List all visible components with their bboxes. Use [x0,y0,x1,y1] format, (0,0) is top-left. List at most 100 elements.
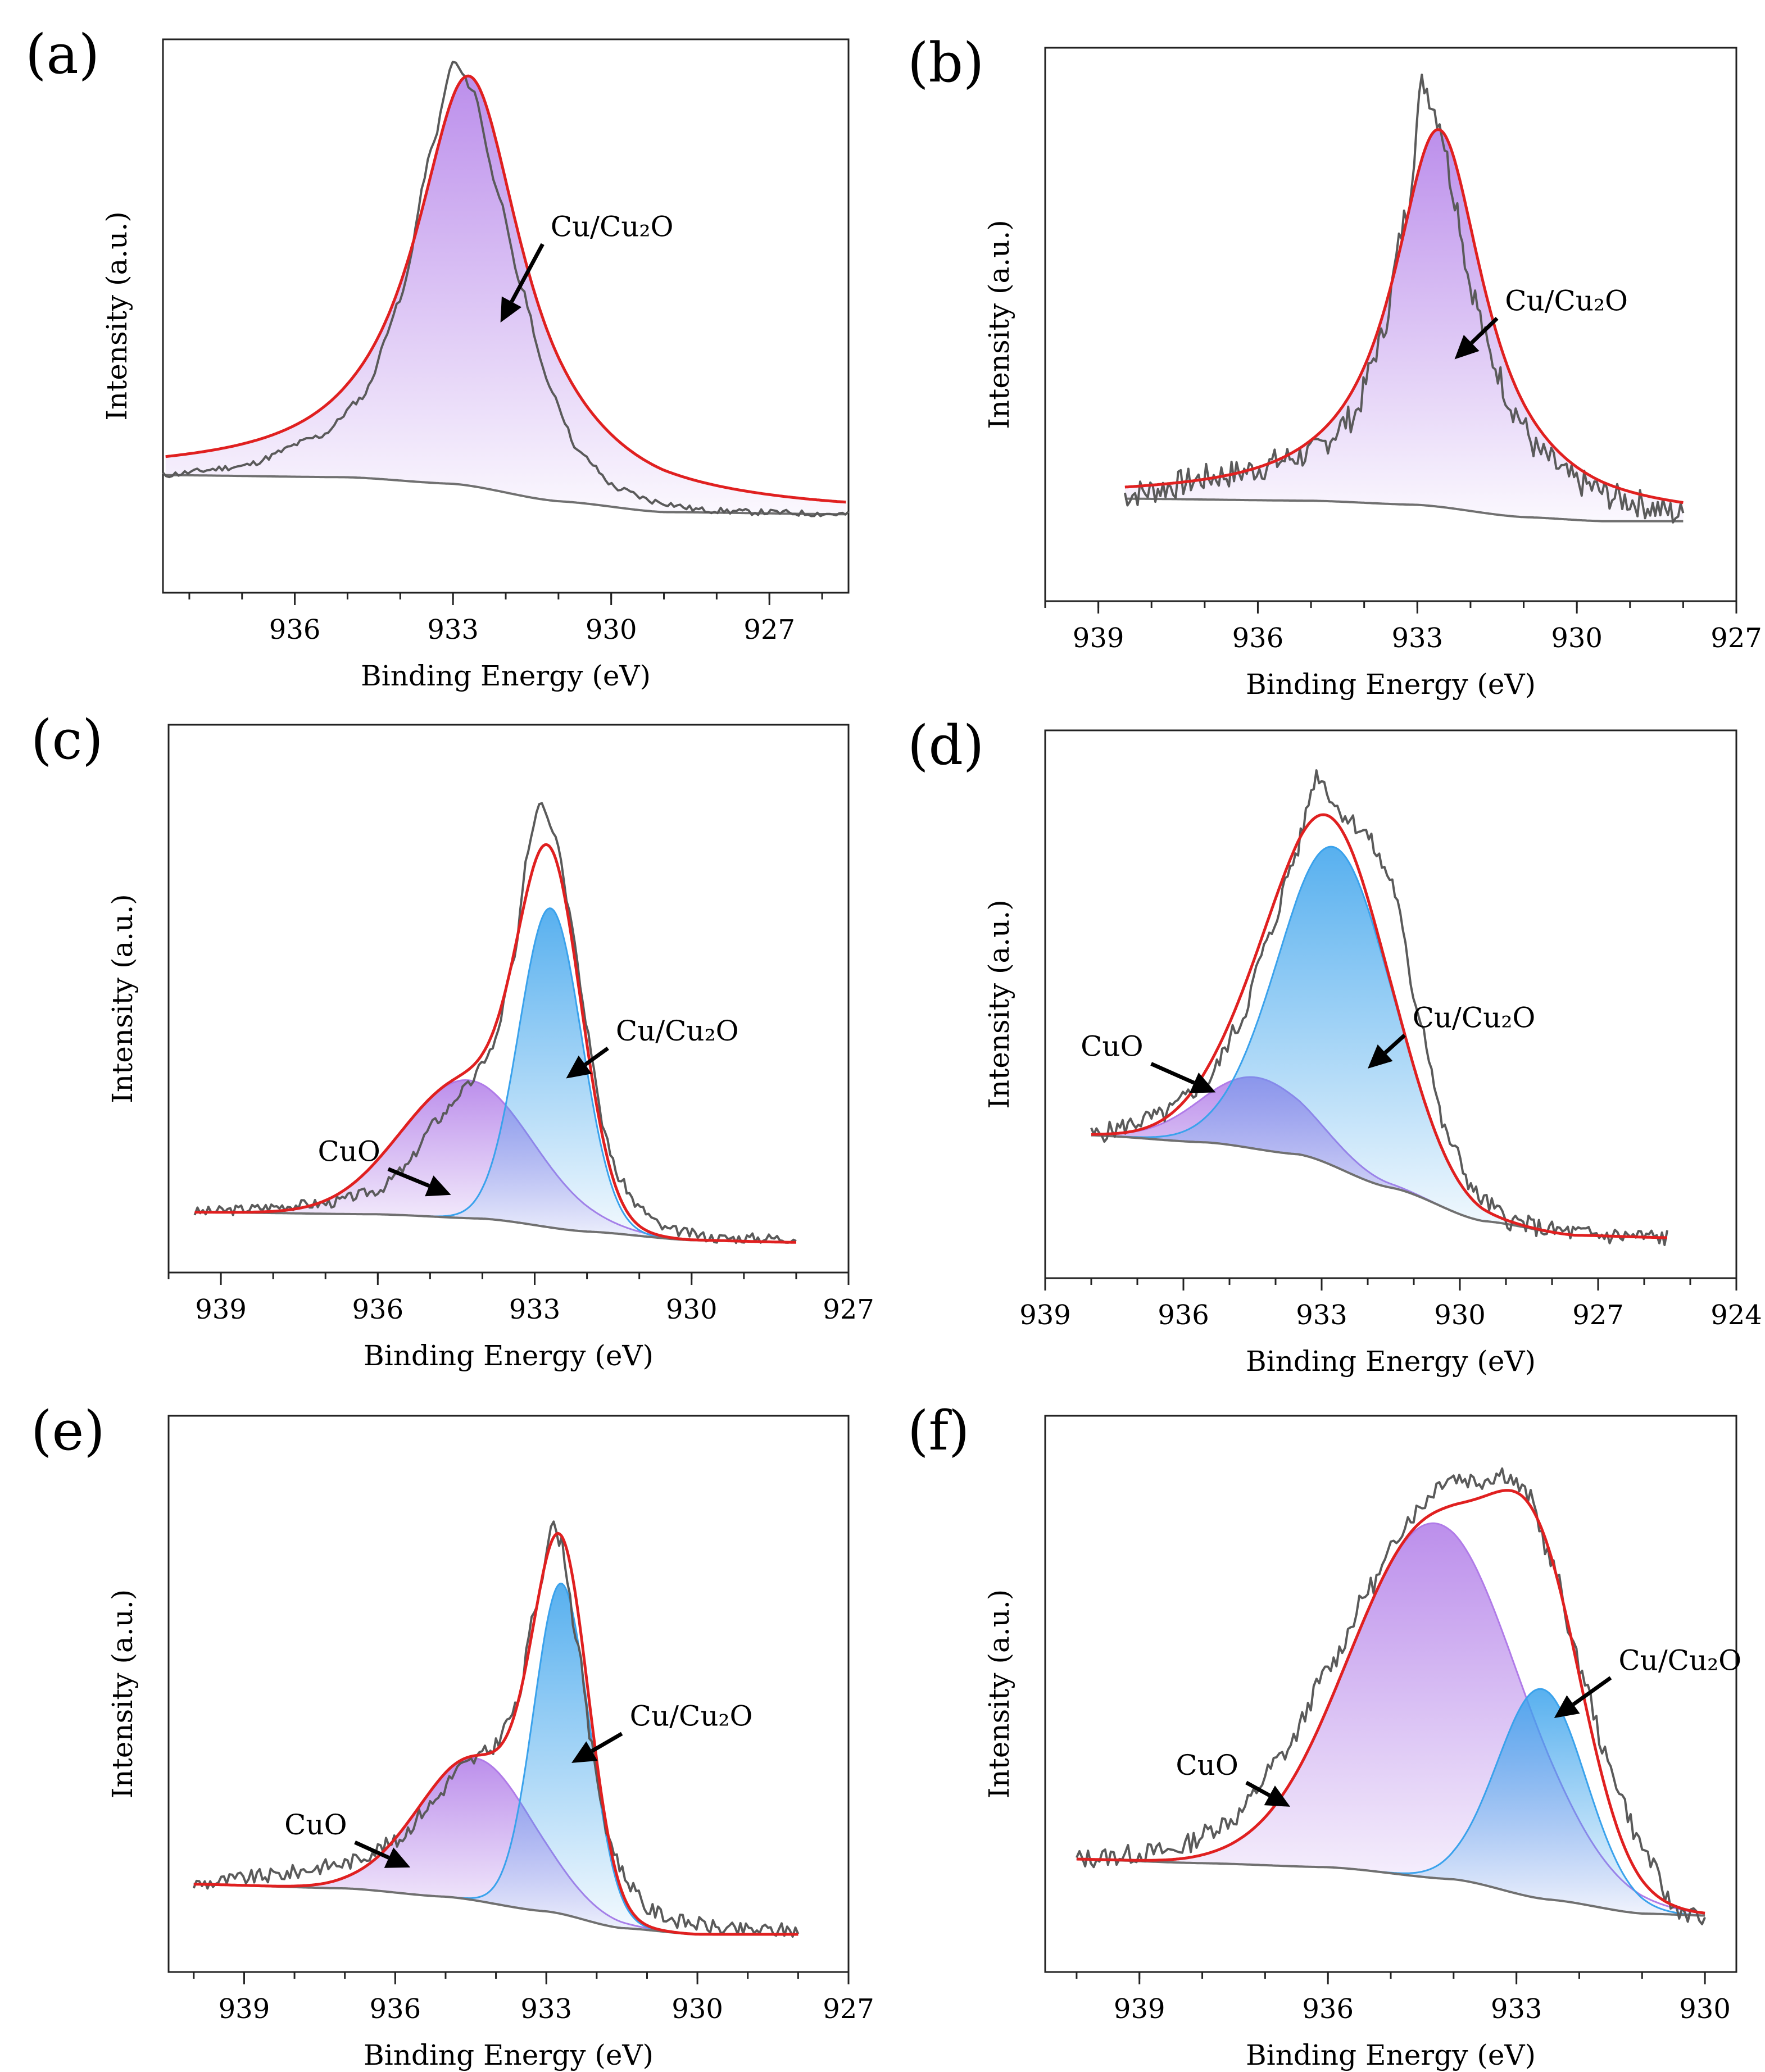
x-tick-label: 939 [219,1993,270,2025]
plot-frame [1044,729,1737,1279]
annotation-label-0: Cu/Cu₂O [1413,1002,1536,1034]
annotation-arrow-head-0 [571,1741,598,1763]
annotation-arrow-shaft-0 [1572,1676,1612,1706]
annotation-arrow-shaft-0 [1470,317,1499,344]
x-tick-label: 933 [1491,1993,1542,2025]
annotation-label-0: Cu/Cu₂O [551,211,674,243]
annotation-label-0: Cu/Cu₂O [1505,285,1628,317]
plot-frame [167,1415,850,1973]
y-axis-label: Intensity (a.u.) [983,1589,1015,1799]
x-tick-label: 936 [1232,622,1284,654]
panel-b: (b) 939 936 933 930 927 Binding Energy (eV) Int… [908,31,1762,701]
annotation-arrow-head-0 [1454,334,1480,360]
panel-label: (a) [25,23,99,86]
raw-data-line [1076,1467,1706,1925]
fit-envelope-line [165,74,846,504]
x-tick-label: 924 [1710,1299,1762,1331]
x-tick-label: 927 [823,1294,874,1325]
x-tick-label: 927 [1572,1299,1624,1331]
annotation-arrow-shaft-1 [1150,1062,1195,1085]
annotation-arrow-head-1 [1264,1785,1291,1807]
x-tick-label: 930 [1551,622,1603,654]
x-axis-label: Binding Energy (eV) [1246,2039,1536,2071]
annotation-label-1: CuO [284,1809,347,1841]
baseline-line [1124,497,1684,522]
panel-c: (c) 939 936 933 930 927 Binding Energy (eV) Int… [31,708,874,1372]
annotation-arrow-shaft-1 [387,1167,430,1188]
x-tick-label: 936 [1158,1299,1209,1331]
x-tick-label: 933 [509,1294,561,1325]
x-tick-label: 927 [823,1993,874,2025]
peak-fill-1 [1076,1689,1705,1916]
x-tick-label: 930 [1679,1993,1731,2025]
fit-envelope-line [1124,128,1684,504]
baseline-line [1076,1858,1705,1917]
x-axis-label: Binding Energy (eV) [361,660,651,692]
raw-data-line [193,802,797,1244]
peak-fill-0 [1124,129,1684,521]
x-axis-label: Binding Energy (eV) [364,2039,654,2071]
annotation-arrow-head-1 [425,1175,451,1197]
x-tick-label: 933 [520,1993,572,2025]
annotation-arrow-shaft-1 [354,1841,390,1860]
panel-label: (c) [31,708,103,771]
x-axis-label: Binding Energy (eV) [1246,1345,1536,1378]
x-tick-label: 936 [370,1993,421,2025]
panel-label: (b) [908,31,984,94]
y-axis-label: Intensity (a.u.) [106,1589,139,1799]
x-tick-label: 939 [1114,1993,1165,2025]
x-tick-label: 936 [1302,1993,1354,2025]
annotation-label-0: Cu/Cu₂O [616,1015,739,1047]
y-axis-label: Intensity (a.u.) [983,220,1015,429]
raw-data-line [162,61,850,517]
fit-envelope-line [1076,1489,1705,1915]
panel-label: (e) [31,1399,105,1462]
x-tick-label: 933 [1296,1299,1347,1331]
fit-envelope-line [194,843,796,1244]
x-tick-label: 930 [666,1294,718,1325]
panel-label: (f) [908,1399,969,1462]
annotation-label-1: CuO [1081,1030,1143,1062]
peak-fill-0 [165,76,846,515]
y-axis-label: Intensity (a.u.) [983,899,1015,1109]
x-tick-label: 930 [1434,1299,1486,1331]
x-tick-label: 939 [195,1294,247,1325]
x-tick-label: 933 [427,614,479,646]
x-axis-label: Binding Energy (eV) [364,1339,654,1372]
x-axis-label: Binding Energy (eV) [1246,668,1536,701]
annotation-arrow-shaft-0 [584,1046,609,1066]
y-axis-label: Intensity (a.u.) [101,211,133,421]
y-axis-label: Intensity (a.u.) [106,894,139,1103]
annotation-label-0: Cu/Cu₂O [630,1700,753,1733]
annotation-label-1: CuO [1176,1749,1238,1782]
annotation-label-1: CuO [317,1135,380,1168]
plot-frame [1044,47,1737,602]
panel-label: (d) [908,714,984,777]
annotation-arrow-shaft-0 [510,243,545,303]
x-tick-label: 939 [1019,1299,1071,1331]
annotation-label-0: Cu/Cu₂O [1618,1644,1741,1676]
x-tick-label: 930 [586,614,637,646]
annotation-arrow-head-1 [384,1847,411,1868]
panel-f: (f) 939 936 933 930 Binding Energy (eV) Intens… [908,1399,1741,2071]
panel-d: (d) 939 936 933 930 927 924 Binding Energy (eV)… [908,714,1762,1378]
peak-fill-1 [194,908,796,1243]
x-tick-label: 933 [1391,622,1443,654]
annotation-arrow-head-0 [1368,1044,1393,1069]
annotation-arrow-shaft-0 [1383,1034,1406,1055]
annotation-arrow-head-1 [1189,1073,1216,1093]
x-tick-label: 936 [269,614,321,646]
raw-data-line [1123,74,1685,524]
x-tick-label: 936 [352,1294,403,1325]
x-tick-label: 927 [743,614,795,646]
plot-frame [167,724,850,1274]
peak-fill-1 [1091,847,1667,1238]
fit-envelope-line [193,1532,798,1936]
x-tick-label: 927 [1710,622,1762,654]
annotation-arrow-shaft-1 [1245,1780,1271,1797]
x-tick-label: 939 [1073,622,1124,654]
annotation-arrow-head-0 [500,296,522,323]
peak-fill-0 [193,1758,798,1934]
fit-envelope-line [1091,813,1667,1239]
